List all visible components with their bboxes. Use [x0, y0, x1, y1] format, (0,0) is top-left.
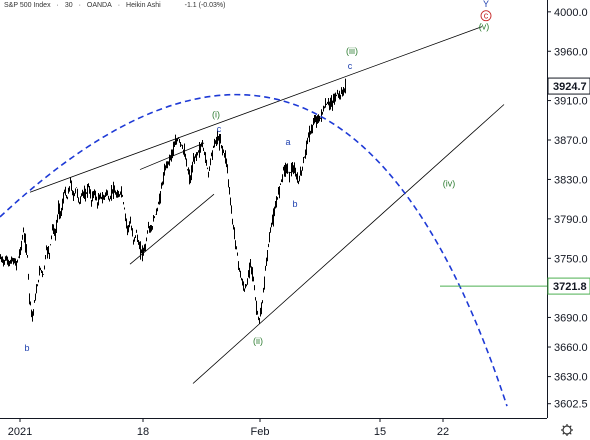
y-tick-label: 4000.0 [554, 7, 588, 19]
y-tick-label: 3960.0 [554, 46, 588, 58]
wave-label: (iii) [346, 46, 358, 56]
wave-label: (ii) [253, 336, 263, 346]
y-tick-label: 3602.5 [554, 399, 588, 411]
y-tick-label: 3660.0 [554, 342, 588, 354]
wave-label-circle [480, 10, 492, 22]
y-tick-label: 3630.0 [554, 372, 588, 384]
wave-label: b [24, 343, 29, 353]
projection-arc [0, 93, 508, 407]
change-value: -1.1 (-0.03%) [184, 2, 226, 9]
chart-style-label[interactable]: Heikin Ashi [126, 2, 161, 9]
y-tick-label: 3750.0 [554, 253, 588, 265]
y-tick-label: 3690.0 [554, 312, 588, 324]
wave-label: b [292, 199, 297, 209]
trend-line-upper-channel [29, 26, 483, 193]
symbol-label[interactable]: S&P 500 Index [4, 2, 51, 9]
interval-label[interactable]: 30 [64, 2, 73, 9]
wave-label: c [484, 11, 489, 21]
source-label: OANDA [86, 2, 112, 9]
wave-label: (i) [212, 109, 220, 119]
y-tick-label: 3790.0 [554, 214, 588, 226]
wave-label: a [285, 137, 290, 147]
price-badge [547, 277, 590, 295]
y-tick-label: 3830.0 [554, 174, 588, 186]
price-badge-label: 3721.8 [553, 281, 587, 293]
trend-line-wave-ii-line [129, 193, 215, 265]
x-tick-label: 2021 [8, 426, 32, 438]
wave-label: (iv) [443, 178, 456, 188]
y-tick-label: 3870.0 [554, 135, 588, 147]
settings-gear-icon[interactable] [561, 424, 573, 436]
chart-header: S&P 500 Index · 30 · OANDA · Heikin Ashi… [4, 2, 226, 9]
trend-line-wave-i-line [139, 142, 205, 170]
wave-label: c [348, 61, 353, 71]
x-tick-label: 15 [374, 426, 386, 438]
wave-label: Y [483, 0, 489, 9]
wave-label: (v) [479, 22, 490, 32]
x-tick-label: Feb [251, 426, 270, 438]
price-badge-label: 3924.7 [553, 81, 587, 93]
trend-line-lower-channel [192, 104, 505, 384]
y-tick-label: 3910.0 [554, 96, 588, 108]
x-tick-label: 22 [437, 426, 449, 438]
price-badge [547, 77, 590, 95]
x-tick-label: 18 [137, 426, 149, 438]
wave-label: c [217, 124, 222, 134]
